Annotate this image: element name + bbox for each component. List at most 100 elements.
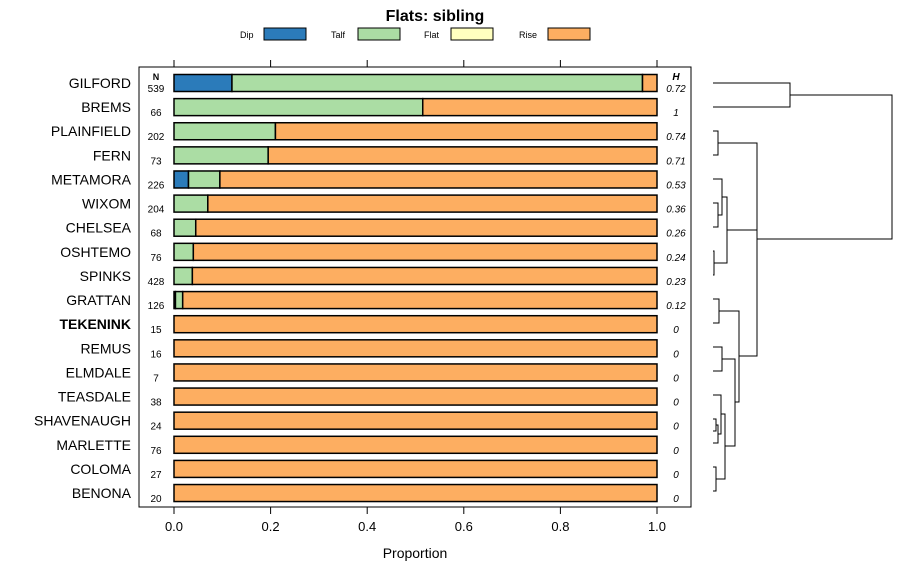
bar-oshtemo-talf (173, 242, 195, 262)
bar-remus-rise (173, 339, 658, 358)
dendrogram-branch (713, 130, 719, 156)
legend-swatch-dip (263, 27, 307, 41)
bar-fern-talf (173, 146, 269, 165)
bar-plainfield-talf (173, 121, 277, 141)
h-value: 0.74 (666, 132, 686, 143)
category-label: BREMS (81, 99, 131, 115)
h-value: 0 (673, 494, 679, 505)
dendrogram-branch (713, 394, 722, 435)
h-value: 0 (673, 398, 679, 409)
bar-gilford-rise (641, 73, 658, 93)
plot-area (138, 66, 692, 508)
bar-shavenaugh-rise (173, 411, 658, 430)
n-value: 24 (150, 422, 162, 433)
bar-benona-rise (173, 483, 658, 503)
bar-teasdale-rise (173, 387, 658, 406)
h-value: 0.72 (666, 84, 686, 95)
h-value: 0.36 (666, 205, 686, 216)
x-tick-label: 0.4 (358, 519, 376, 534)
category-labels: GILFORD BREMS PLAINFIELD FERN METAMORA WIXOM C… (34, 75, 132, 501)
n-value: 73 (150, 156, 162, 167)
n-value: 126 (148, 301, 165, 312)
h-values: 0.72 1 0.74 0.71 0.53 0.36 0.26 0.24 0.23 0.12 0 0 0… (666, 84, 686, 505)
dendrogram-branch (713, 298, 720, 324)
category-label: TEASDALE (58, 389, 131, 405)
legend-label-dip: Dip (240, 30, 254, 40)
x-tick-label: 1.0 (648, 519, 666, 534)
n-values: 539 66 202 73 226 204 68 76 428 126 15 16 7 38 24 76 27 2… (148, 84, 165, 505)
legend-label-talf: Talf (331, 30, 346, 40)
n-value: 68 (150, 229, 162, 240)
bar-wixom-talf (173, 194, 209, 213)
category-label: MARLETTE (56, 437, 131, 453)
legend-swatch-rise (547, 27, 591, 41)
category-label: BENONA (72, 485, 132, 501)
bar-brems-rise (421, 97, 658, 117)
n-value: 27 (150, 470, 162, 481)
bar-gilford-talf (231, 73, 644, 93)
legend: Dip Talf Flat Rise (240, 27, 591, 41)
h-value: 0.26 (666, 229, 686, 240)
category-label: METAMORA (51, 171, 132, 187)
legend-swatch-flat (450, 27, 494, 41)
bar-wixom-rise (207, 194, 658, 213)
bar-spinks-talf (173, 266, 194, 286)
n-value: 428 (148, 277, 165, 288)
h-value: 0.53 (666, 180, 686, 191)
category-label: SHAVENAUGH (34, 413, 131, 429)
bar-coloma-rise (173, 459, 658, 479)
h-value: 0.12 (666, 301, 686, 312)
bar-elmdale-rise (173, 363, 658, 382)
h-value: 0 (673, 446, 679, 457)
n-value: 16 (150, 349, 162, 360)
n-value: 226 (148, 180, 165, 191)
h-value: 0 (673, 470, 679, 481)
category-label: GILFORD (69, 75, 131, 91)
bar-metamora-rise (219, 170, 658, 189)
category-label: ELMDALE (66, 364, 131, 380)
h-value: 0.24 (666, 253, 686, 264)
dendrogram-branch (718, 142, 758, 248)
dendrogram-branch (713, 250, 715, 276)
category-label: GRATTAN (66, 292, 131, 308)
bar-plainfield-rise (274, 121, 658, 141)
dendrogram-branch (727, 229, 758, 357)
n-value: 38 (150, 398, 162, 409)
x-tick-label: 0.6 (455, 519, 473, 534)
n-header: N (153, 72, 160, 82)
dendrogram (713, 82, 893, 492)
dendrogram-branch (713, 202, 719, 228)
legend-label-flat: Flat (424, 30, 440, 40)
bar-brems-talf (173, 97, 424, 117)
category-label: REMUS (80, 340, 131, 356)
h-value: 0 (673, 325, 679, 336)
bar-tekenink-rise (173, 314, 658, 334)
category-label: TEKENINK (59, 316, 131, 332)
dendrogram-branch (713, 466, 717, 492)
n-value: 15 (150, 325, 162, 336)
dendrogram-branch (722, 358, 736, 447)
bar-grattan-rise (181, 290, 658, 310)
h-value: 0.71 (666, 156, 685, 167)
category-label: PLAINFIELD (51, 123, 131, 139)
x-axis: 0.0 0.2 0.4 0.6 0.8 1.0 (165, 60, 666, 534)
dendrogram-branch (713, 346, 723, 372)
category-label: FERN (93, 147, 131, 163)
bar-spinks-rise (191, 266, 658, 286)
bar-chelsea-talf (173, 218, 197, 237)
h-value: 0 (673, 422, 679, 433)
bar-oshtemo-rise (192, 242, 658, 262)
n-value: 76 (150, 446, 162, 457)
bar-gilford-dip (173, 73, 233, 93)
bar-metamora-talf (187, 170, 221, 189)
category-label: COLOMA (70, 461, 131, 477)
legend-swatch-talf (357, 27, 401, 41)
dendrogram-branch (714, 196, 728, 264)
dendrogram-branch (713, 82, 791, 108)
x-tick-label: 0.0 (165, 519, 183, 534)
category-label: WIXOM (82, 196, 131, 212)
n-value: 539 (148, 84, 165, 95)
bar-fern-rise (267, 146, 658, 165)
n-value: 66 (150, 108, 162, 119)
